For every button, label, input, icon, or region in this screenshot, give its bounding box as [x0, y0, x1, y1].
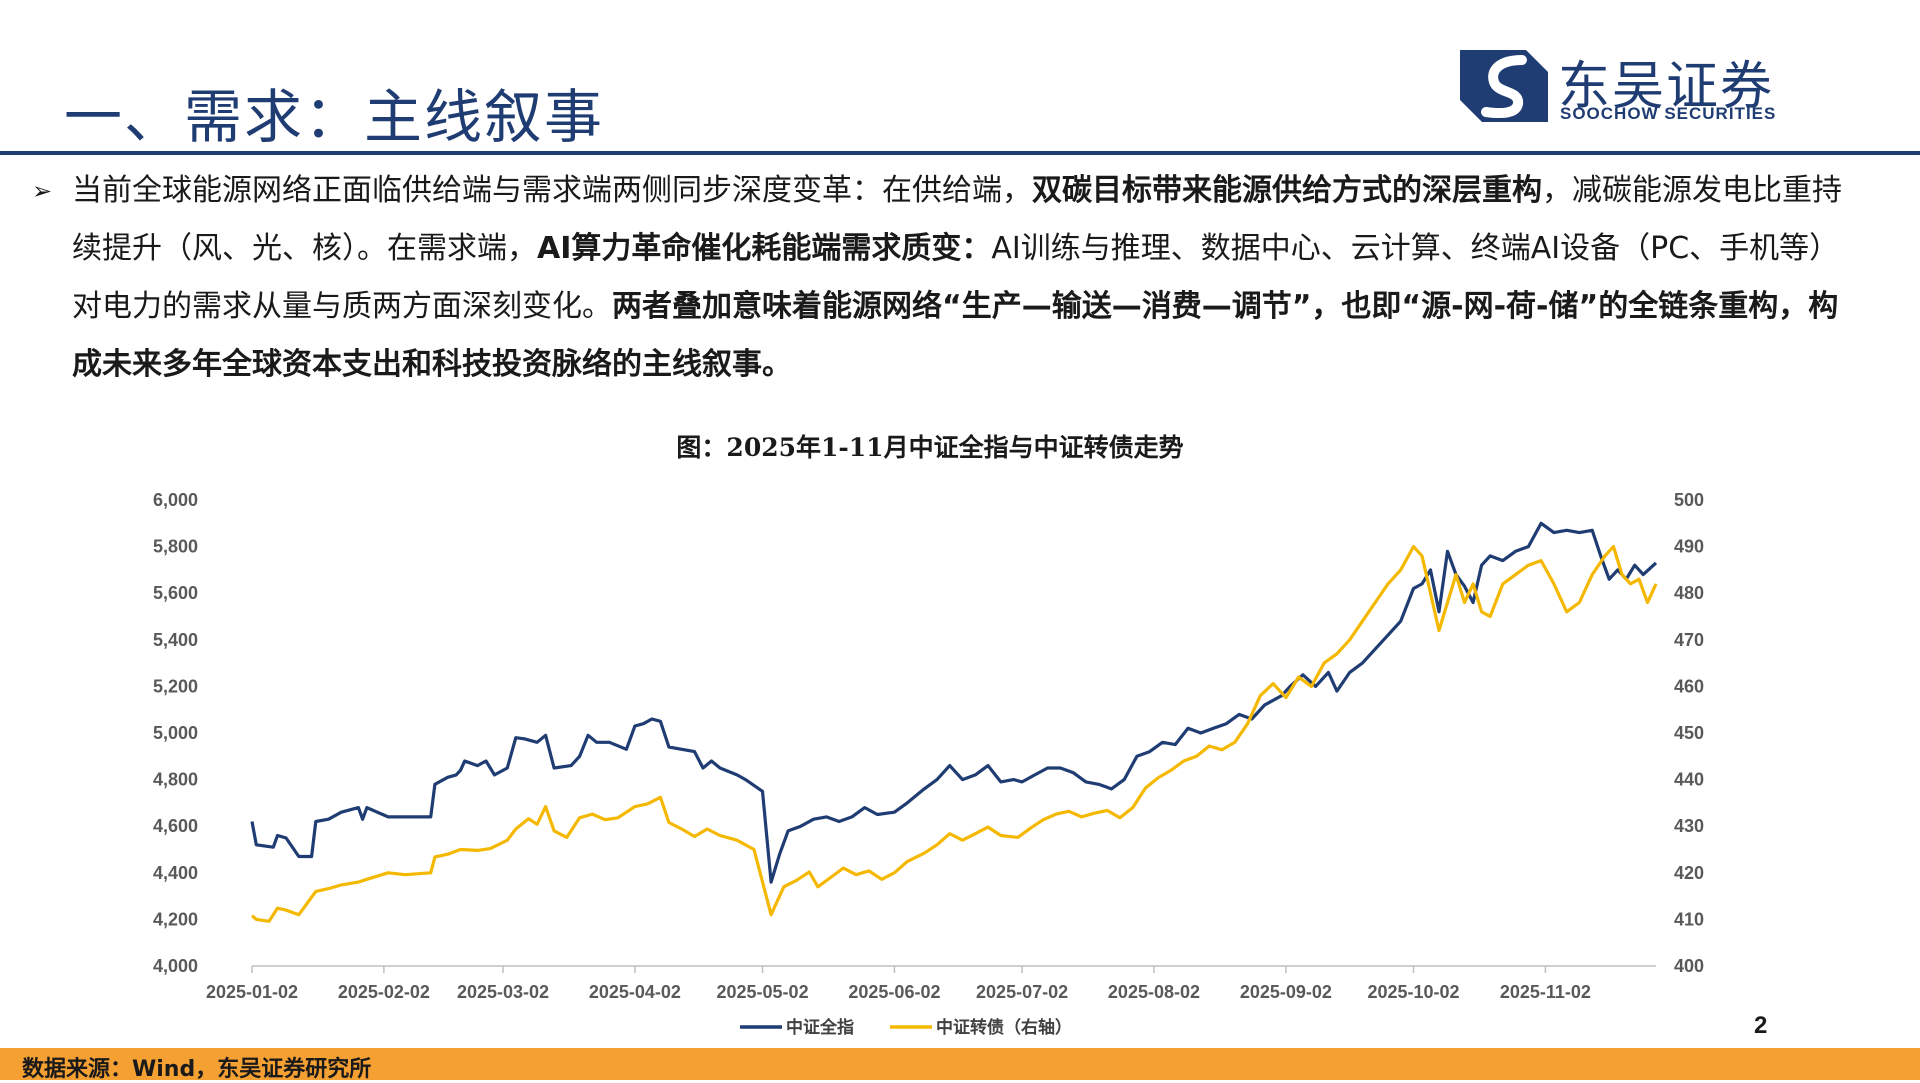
y-right-tick-label: 460 [1674, 676, 1704, 696]
paragraph-emphasis: AI算力革命催化耗能端需求质变： [537, 231, 992, 266]
y-left-tick-label: 6,000 [153, 490, 198, 510]
y-right-tick-label: 470 [1674, 630, 1704, 650]
x-tick-label: 2025-07-02 [976, 982, 1068, 1002]
x-tick-label: 2025-10-02 [1367, 982, 1459, 1002]
header-divider [0, 151, 1920, 155]
logo-english-name: SOOCHOW SECURITIES [1560, 104, 1777, 123]
paragraph-text: 当前全球能源网络正面临供给端与需求端两侧同步深度变革：在供给端，双碳目标带来能源… [72, 173, 1842, 382]
data-source: 数据来源：Wind，东吴证券研究所 [22, 1057, 372, 1082]
series-line-1 [250, 521, 1658, 884]
y-right-tick-label: 410 [1674, 909, 1704, 929]
line-chart: 4,000 4,200 4,400 4,600 4,800 5,000 5,200 5,400… [153, 490, 1704, 1038]
x-tick-label: 2025-05-02 [717, 982, 809, 1002]
y-right-tick-label: 450 [1674, 723, 1704, 743]
paragraph-segment: AI训练与推理、数据中心、云计算、终端AI设备（PC、手机等）对电力的需求从量与… [72, 231, 1840, 324]
x-tick-label: 2025-04-02 [589, 982, 681, 1002]
y-right-tick-label: 420 [1674, 863, 1704, 883]
x-tick-label: 2025-06-02 [848, 982, 940, 1002]
x-tick-label: 2025-09-02 [1240, 982, 1332, 1002]
y-left-tick-label: 4,000 [153, 956, 198, 976]
x-tick-label: 2025-08-02 [1108, 982, 1200, 1002]
page-number: 2 [1754, 1012, 1768, 1039]
legend-label: 中证全指 [786, 1017, 854, 1038]
footer-bar: 数据来源：Wind，东吴证券研究所 [0, 1048, 1920, 1082]
y-right-tick-label: 440 [1674, 770, 1704, 790]
x-tick-label: 2025-03-02 [457, 982, 549, 1002]
x-tick-label: 2025-02-02 [338, 982, 430, 1002]
y-left-tick-label: 5,600 [153, 583, 198, 603]
page-title: 一、需求：主线叙事 [64, 83, 605, 151]
legend-label: 中证转债（右轴） [936, 1017, 1072, 1038]
x-tick-label: 2025-01-02 [206, 982, 298, 1002]
y-right-tick-label: 480 [1674, 583, 1704, 603]
y-left-tick-label: 4,600 [153, 816, 198, 836]
logo-chinese-name: 东吴证券 [1558, 57, 1775, 117]
y-left-tick-label: 5,200 [153, 676, 198, 696]
paragraph-emphasis: 两者叠加意味着能源网络“生产—输送—消费—调节”，也即“源-网-荷-储”的全链条… [72, 289, 1839, 382]
paragraph-segment: ，减碳能源发电比重持续提升（风、光、核）。在需求端， [72, 173, 1842, 266]
y-left-tick-label: 4,400 [153, 863, 198, 883]
y-left-tick-label: 4,800 [153, 770, 198, 790]
body-paragraph: ➢ 当前全球能源网络正面临供给端与需求端两侧同步深度变革：在供给端，双碳目标带来… [32, 162, 1842, 394]
y-left-tick-label: 5,800 [153, 537, 198, 557]
y-right-tick-label: 400 [1674, 956, 1704, 976]
x-tick-label: 2025-11-02 [1500, 982, 1591, 1002]
y-right-tick-label: 500 [1674, 490, 1704, 510]
y-left-tick-label: 4,200 [153, 909, 198, 929]
y-left-tick-label: 5,400 [153, 630, 198, 650]
y-right-tick-label: 490 [1674, 537, 1704, 557]
chart-title: 图：2025年1-11月中证全指与中证转债走势 [676, 433, 1184, 462]
soochow-logo-icon [1460, 50, 1548, 122]
paragraph-emphasis: 双碳目标带来能源供给方式的深层重构 [1032, 173, 1542, 208]
y-left-tick-label: 5,000 [153, 723, 198, 743]
y-right-tick-label: 430 [1674, 816, 1704, 836]
company-logo: 东吴证券 SOOCHOW SECURITIES [1460, 48, 1800, 126]
paragraph-segment: 当前全球能源网络正面临供给端与需求端两侧同步深度变革：在供给端， [72, 173, 1032, 208]
triangle-bullet-icon: ➢ [32, 177, 53, 205]
series-line-2 [250, 544, 1658, 923]
